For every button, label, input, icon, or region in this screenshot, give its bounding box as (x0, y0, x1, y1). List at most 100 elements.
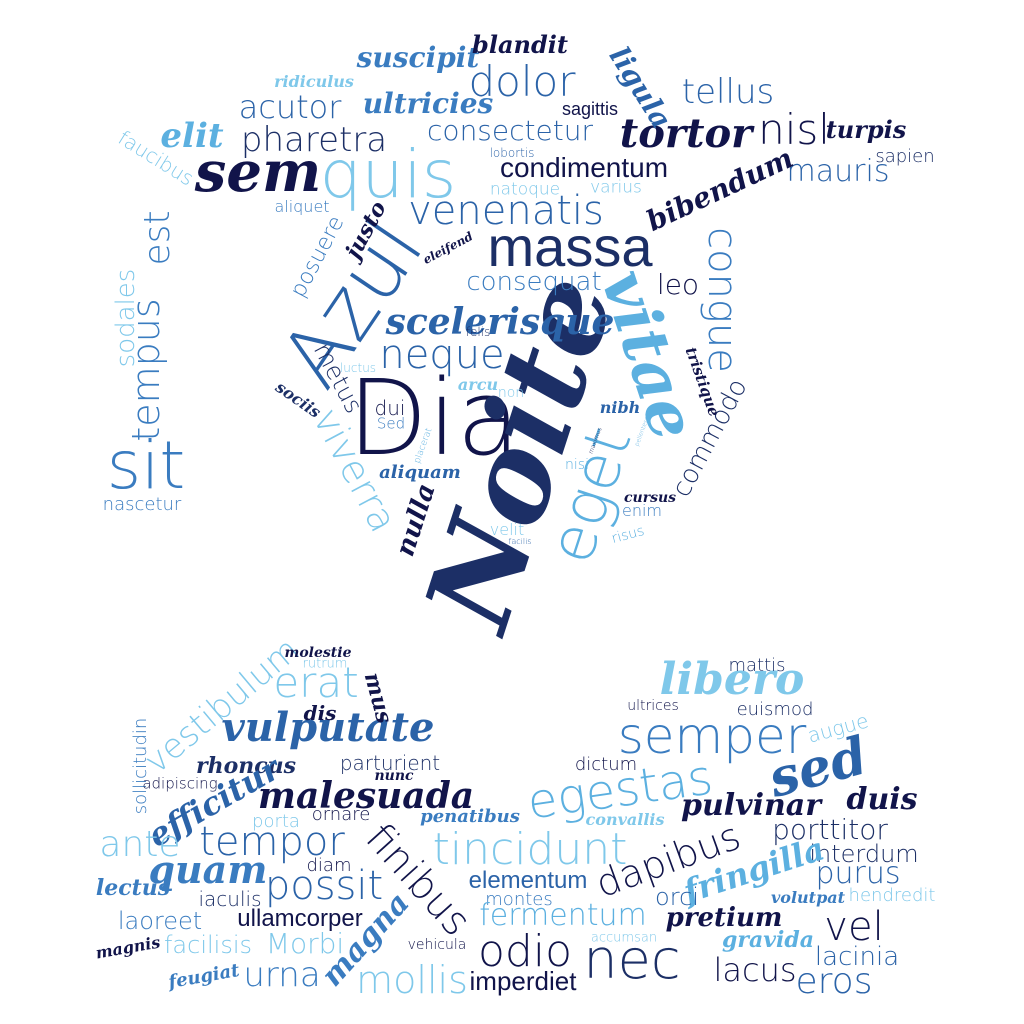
word-sapien: sapien (875, 146, 935, 167)
word-laoreet: laoreet (117, 907, 203, 935)
word-odio: odio (478, 926, 572, 977)
word-orci: orci (655, 883, 699, 911)
word-dui: dui (374, 396, 406, 420)
word-ullamcorper: ullamcorper (237, 905, 363, 932)
word-consequat: consequat (466, 267, 602, 297)
word-lacus: lacus (713, 951, 797, 989)
word-mattis: mattis (728, 655, 786, 676)
word-aliquet: aliquet (274, 197, 330, 216)
word-possit: possit (264, 863, 384, 909)
word-facilisis: facilisis (163, 931, 253, 959)
word-pretium: pretium (665, 903, 783, 933)
word-velit: velit (489, 520, 525, 539)
word-facilis: facilis (508, 537, 532, 546)
word-ultricies: ultricies (362, 87, 494, 120)
word-feugiat: feugiat (166, 959, 242, 994)
word-blandit: blandit (472, 30, 568, 59)
word-venenatis: venenatis (408, 188, 604, 234)
word-malesuada: malesuada (257, 775, 475, 817)
word-pharetra: pharetra (240, 120, 388, 160)
word-scelerisque: scelerisque (385, 301, 615, 343)
word-rutrum: rutrum (302, 656, 348, 672)
word-tempor: tempor (199, 819, 345, 865)
word-morbi: Morbi (265, 927, 345, 960)
word-dia: Dia (347, 357, 521, 479)
word-tortor: tortor (619, 110, 753, 157)
word-volutpat: volutpat (770, 888, 846, 907)
word-condimentum: condimentum (499, 152, 669, 183)
word-sagittis: sagittis (561, 99, 619, 119)
word-ridiculus: ridiculus (274, 72, 354, 91)
word-sed: Sed (376, 414, 406, 433)
word-tempus: tempus (124, 298, 168, 442)
word-quam: quam (148, 847, 268, 892)
word-magnis: magnis (94, 932, 162, 963)
word-lacinia: lacinia (814, 942, 900, 972)
word-montes: montes (485, 889, 553, 910)
word-leo: leo (656, 268, 700, 301)
word-dis: dis (303, 701, 337, 725)
word-tincidunt: tincidunt (432, 824, 628, 875)
word-sem: sem (194, 139, 322, 205)
word-vel: vel (824, 904, 884, 950)
word-cursus: cursus (623, 490, 677, 506)
word-consectetur: consectetur (427, 114, 593, 147)
word-urna: urna (243, 955, 321, 995)
word-mollis: mollis (356, 958, 468, 1002)
word-parturient: parturient (339, 751, 441, 775)
word-mauris: mauris (786, 154, 890, 189)
word-nisl: nisl (758, 105, 830, 154)
word-felis: felis (465, 325, 491, 339)
word-molestie: molestie (284, 645, 352, 661)
word-congue: congue (699, 227, 745, 373)
word-massa: massa (487, 215, 653, 278)
word-arcu: arcu (457, 375, 499, 394)
word-erat: erat (273, 658, 359, 707)
word-ultrices: ultrices (627, 698, 679, 714)
word-nunc: nunc (374, 768, 414, 784)
word-suscipit: suscipit (356, 41, 480, 74)
word-luctus: luctus (339, 361, 377, 375)
word-hendredit: hendredit (848, 885, 936, 906)
word-non: non (497, 385, 525, 401)
word-quis: quis (319, 136, 457, 213)
word-dolor: dolor (468, 57, 576, 106)
word-nascetur: nascetur (102, 494, 182, 515)
word-purus: purus (815, 856, 901, 891)
word-ornare: ornare (311, 804, 371, 825)
word-diam: diam (306, 855, 352, 876)
word-accumsan: accumsan (590, 930, 658, 946)
word-interdum: interdum (809, 840, 919, 868)
word-varius: varius (590, 177, 642, 198)
word-adipiscing: adipiscing (142, 774, 218, 793)
word-iaculis: iaculis (198, 887, 262, 911)
word-lectus: lectus (95, 875, 171, 901)
word-enim: enim (621, 501, 663, 520)
word-neque: neque (379, 332, 505, 378)
word-ante: ante (99, 824, 181, 865)
word-duis: duis (846, 782, 918, 817)
word-eros: eros (795, 961, 873, 1002)
word-natoque: natoque (489, 179, 561, 200)
word-penatibus: penatibus (420, 806, 520, 827)
word-lobortis: lobortis (489, 146, 535, 160)
word-nisi: nisi (565, 457, 589, 473)
word-convallis: convallis (585, 810, 665, 829)
word-dictum: dictum (574, 754, 638, 775)
word-vehicula: vehicula (407, 937, 467, 953)
word-euismod: euismod (736, 699, 814, 720)
word-pulvinar: pulvinar (680, 788, 822, 823)
word-gravida: gravida (721, 927, 815, 953)
word-est: est (137, 210, 178, 266)
word-tellus: tellus (681, 72, 775, 112)
word-fermentum: fermentum (479, 898, 647, 933)
word-elit: elit (160, 116, 224, 156)
word-elementum: elementum (468, 867, 588, 894)
word-rhoncus: rhoncus (195, 753, 297, 779)
word-nibh: nibh (599, 398, 641, 417)
word-sit: sit (106, 427, 186, 504)
word-aliquam: aliquam (379, 462, 461, 483)
word-imperdiet: imperdiet (469, 966, 577, 996)
word-libero: libero (659, 654, 805, 705)
